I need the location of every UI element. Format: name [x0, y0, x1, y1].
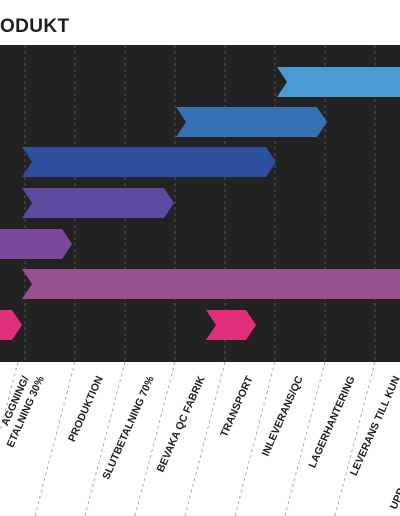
bar-milestone-a: [0, 310, 22, 340]
label-guide: [184, 362, 226, 516]
bar-milestone-b: [206, 310, 256, 340]
column-label-10: UPP: [388, 487, 400, 512]
label-guides: [0, 362, 376, 516]
label-guide: [34, 362, 76, 516]
column-label-7: INLEVERANS/QC: [260, 374, 306, 458]
bar-inleverans: [277, 67, 400, 97]
column-label-5: BEVAKA QC FABRIK: [155, 374, 208, 474]
column-label-8: LAGERHANTERING: [306, 374, 357, 469]
bar-transport: [176, 107, 327, 137]
column-label-6: TRANSPORT: [218, 374, 256, 439]
label-guide: [134, 362, 176, 516]
bar-produktion: [22, 147, 276, 177]
page-title: ODUKT: [0, 16, 70, 37]
column-label-4: SLUTBETALNING 70%: [100, 374, 157, 482]
label-guide: [334, 362, 376, 516]
column-label-3: PRODUKTION: [66, 374, 106, 443]
label-guide: [284, 362, 326, 516]
bar-slutbetalning: [22, 188, 174, 218]
label-guide: [234, 362, 276, 516]
gantt-bars: [0, 45, 400, 362]
gantt-chart-area: [0, 45, 400, 362]
bar-betalning: [0, 229, 72, 259]
column-label-9: LEVERANS TILL KUN: [348, 374, 400, 477]
bar-overall: [22, 269, 400, 299]
label-guide: [0, 362, 19, 433]
column-labels: AGGNING/ ETALNING 30% PRODUKTION SLUTBET…: [0, 362, 400, 516]
label-guide: [84, 362, 126, 516]
